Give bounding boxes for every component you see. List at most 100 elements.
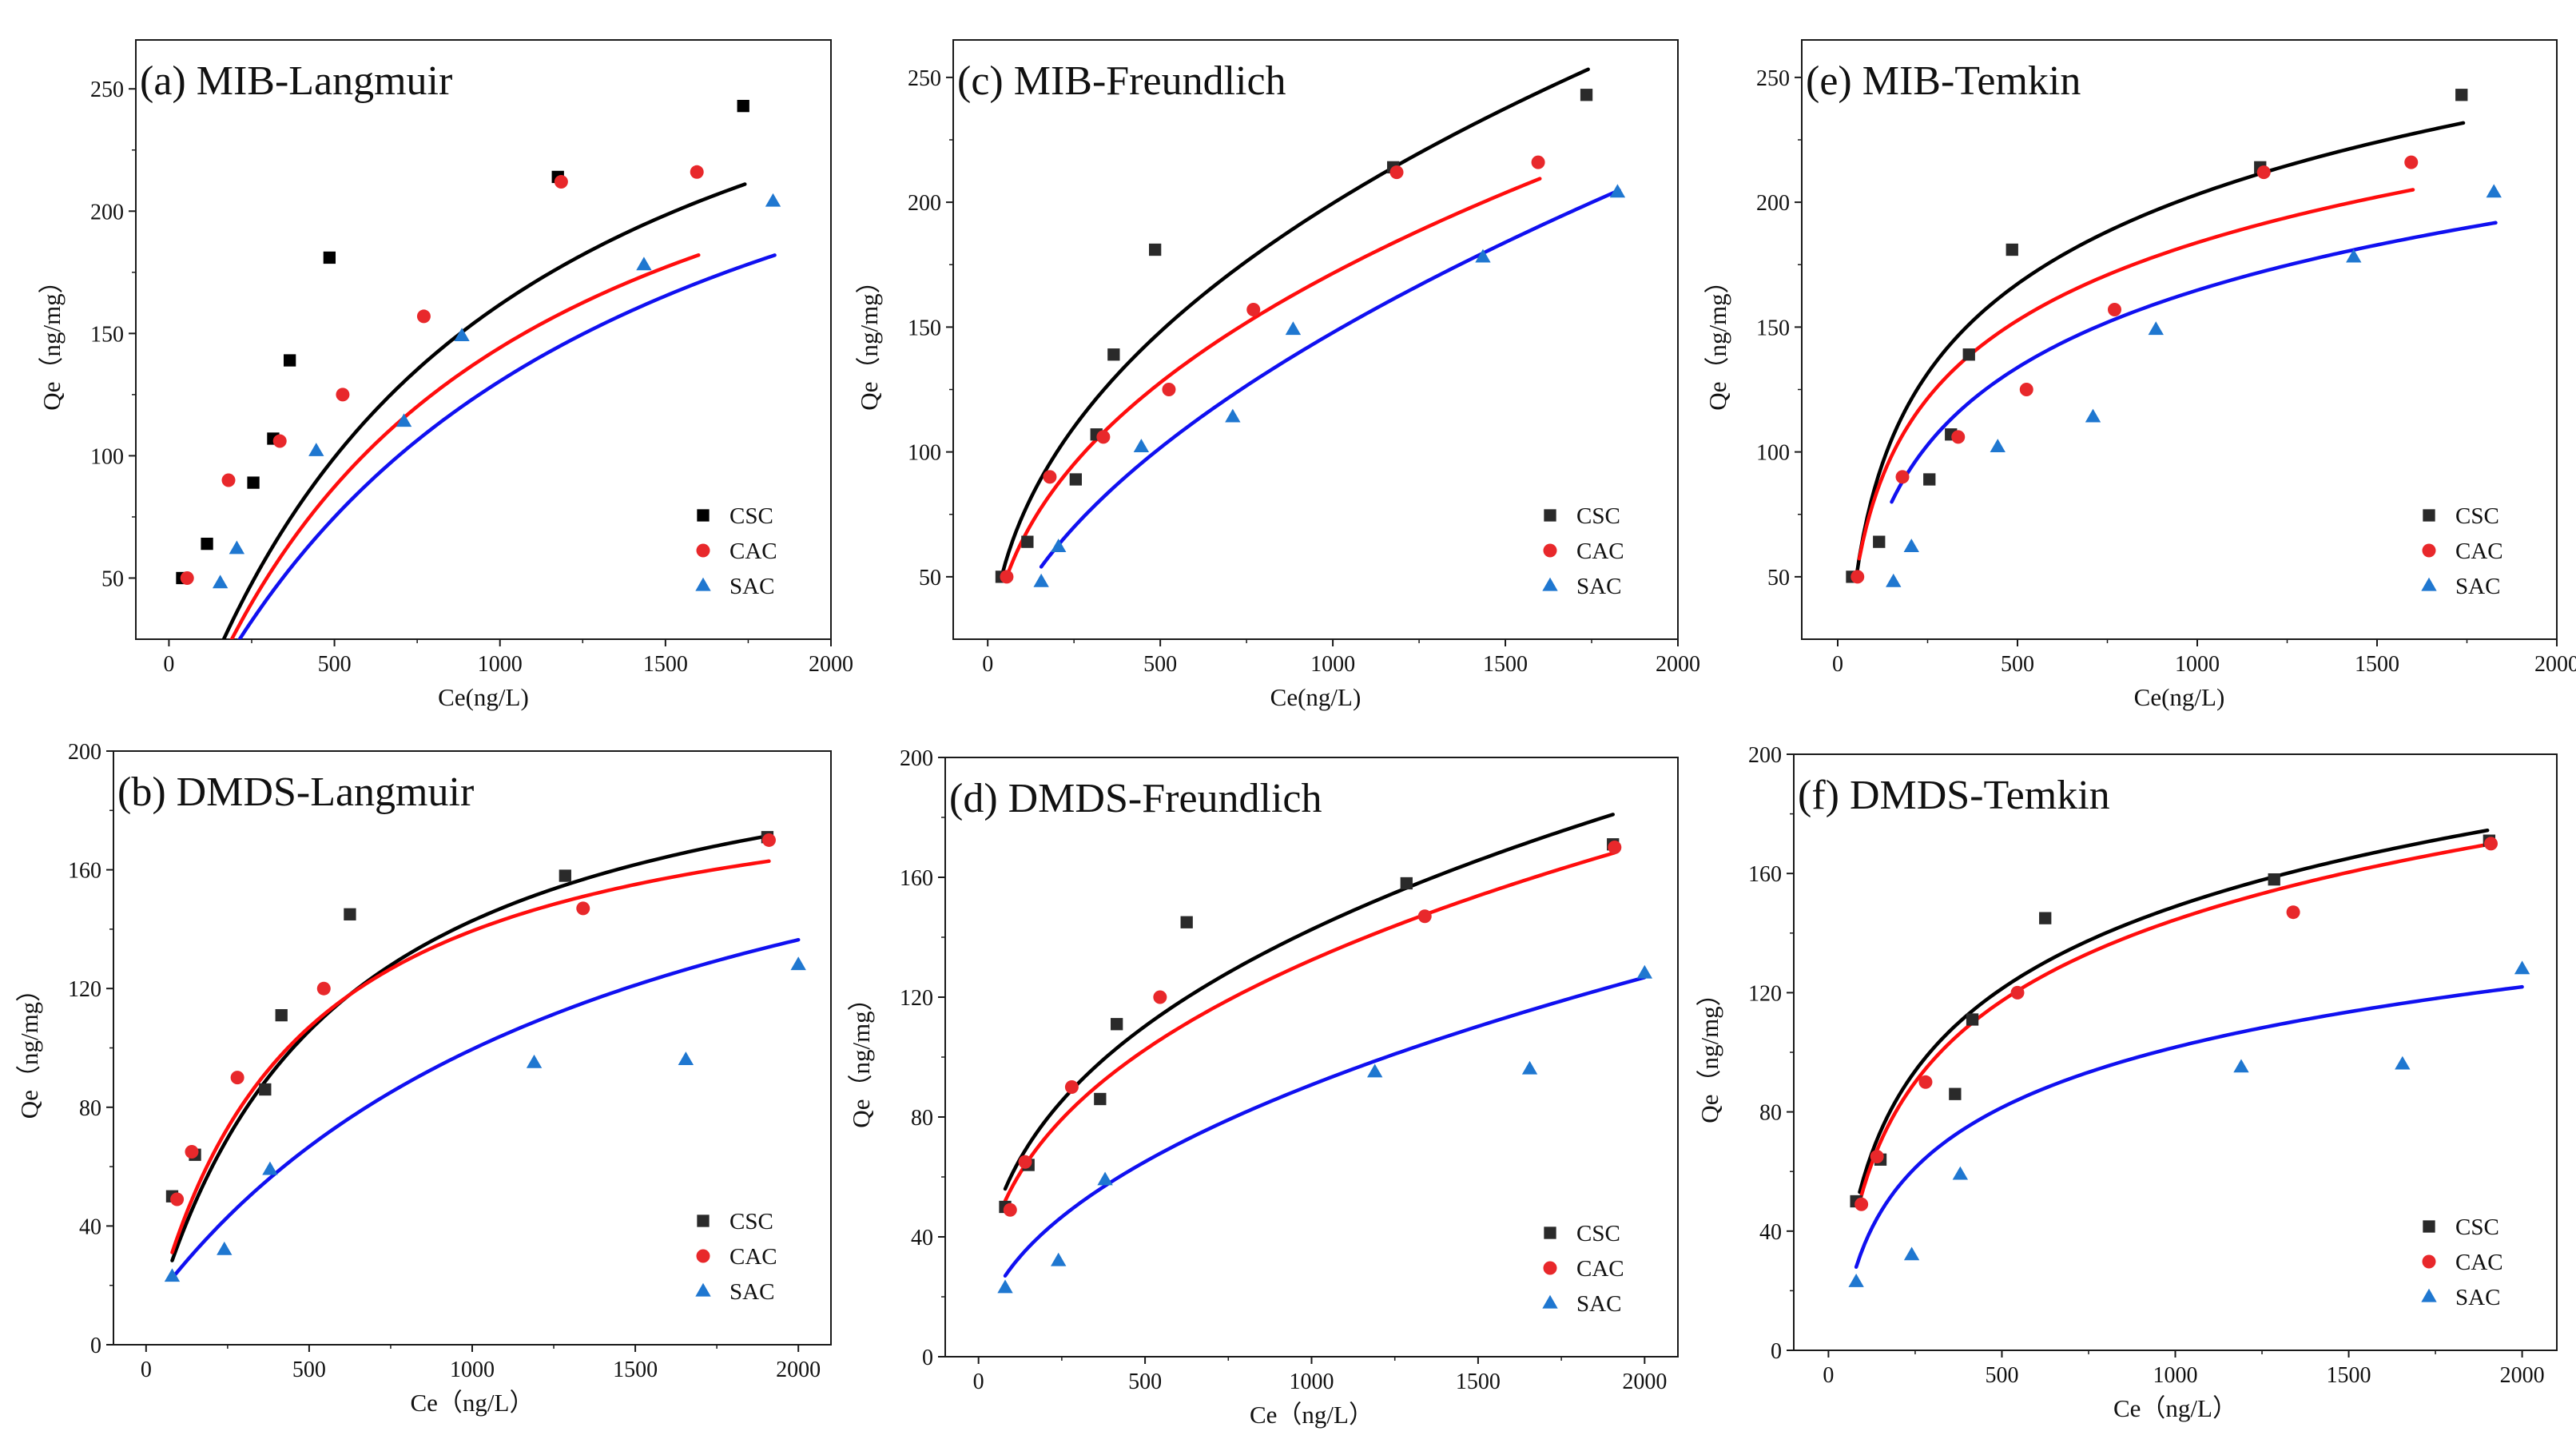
x-tick-label: 2000 <box>2534 652 2576 677</box>
point-csc <box>2006 243 2018 256</box>
point-sac <box>308 443 324 456</box>
plot-frame <box>1801 39 2558 640</box>
point-sac <box>1886 573 1902 587</box>
x-tick-label: 0 <box>141 1358 152 1382</box>
y-tick-label: 50 <box>101 566 124 591</box>
point-cac <box>1064 1080 1079 1094</box>
x-tick-label: 0 <box>1823 1363 1834 1388</box>
point-sac <box>396 413 412 427</box>
point-cac <box>221 473 236 487</box>
legend-label-csc: CSC <box>1576 1221 1620 1246</box>
fit-curve-cac <box>229 253 701 639</box>
panel-title: (f) DMDS-Temkin <box>1798 773 2110 818</box>
panel-d: 0 500 1000 1500 2000 0 40 80 120 160 200 Ce（ng/L） Qe… <box>847 746 1679 1429</box>
point-csc <box>1962 348 1975 361</box>
x-tick-label: 2000 <box>2500 1363 2545 1388</box>
point-cac <box>690 165 704 179</box>
y-tick-label: 200 <box>90 200 124 225</box>
x-tick-label: 1000 <box>478 652 523 677</box>
point-cac <box>1951 430 1966 444</box>
plot-frame <box>952 39 1679 640</box>
point-cac <box>761 833 776 847</box>
legend-marker-cac <box>2422 543 2436 558</box>
point-cac <box>1162 383 1176 396</box>
point-cac <box>1531 155 1545 169</box>
y-tick-label: 250 <box>1756 66 1790 91</box>
fit-curves <box>1003 813 1647 1278</box>
legend-label-csc: CSC <box>2455 1214 2499 1240</box>
x-axis-title: Ce(ng/L) <box>1270 683 1362 711</box>
x-tick-label: 500 <box>318 652 352 677</box>
point-sac <box>1097 1171 1113 1186</box>
x-tick-label: 500 <box>1985 1363 2018 1388</box>
point-cac <box>1918 1075 1933 1089</box>
legend-marker-sac <box>1542 577 1558 591</box>
legend-marker-csc <box>2423 1220 2435 1233</box>
point-sac <box>1285 321 1302 336</box>
point-cac <box>2010 985 2025 1000</box>
y-tick-label: 120 <box>900 986 933 1011</box>
x-axis-title: Ce（ng/L） <box>2113 1394 2237 1422</box>
point-sac <box>164 1268 181 1282</box>
fit-curves <box>1854 828 2524 1269</box>
y-tick-label: 250 <box>908 66 941 91</box>
x-axis-title: Ce（ng/L） <box>411 1389 535 1417</box>
legend-marker-csc <box>1544 1226 1556 1239</box>
point-cac <box>1003 1203 1017 1217</box>
y-tick-label: 250 <box>90 78 124 102</box>
legend-marker-cac <box>696 543 710 558</box>
legend-marker-sac <box>695 1282 711 1297</box>
fit-curves <box>221 182 777 639</box>
point-csc <box>275 1008 288 1022</box>
legend-label-cac: CAC <box>2455 1250 2503 1275</box>
x-axis-title: Ce(ng/L) <box>438 683 529 711</box>
legend-marker-cac <box>696 1249 710 1263</box>
legend-label-cac: CAC <box>1576 539 1624 564</box>
x-tick-label: 1500 <box>2327 1363 2371 1388</box>
point-sac <box>1051 1252 1067 1266</box>
y-tick-label: 160 <box>1748 862 1782 887</box>
point-cac <box>2256 165 2271 180</box>
legend-label-csc: CSC <box>729 1209 773 1234</box>
panel-b: 0 500 1000 1500 2000 0 40 80 120 160 200 Ce（ng/L） Qe… <box>15 740 832 1417</box>
y-tick-label: 100 <box>908 441 941 466</box>
legend-label-sac: SAC <box>2455 1285 2500 1310</box>
plot-frame <box>135 39 832 640</box>
y-tick-label: 40 <box>1759 1220 1782 1245</box>
point-sac <box>1225 408 1241 423</box>
point-sac <box>2346 248 2362 263</box>
point-csc <box>559 869 571 882</box>
y-tick-label: 150 <box>90 322 124 347</box>
point-csc <box>1966 1013 1979 1026</box>
x-tick-label: 0 <box>982 652 993 677</box>
legend-marker-csc <box>2423 509 2435 522</box>
point-cac <box>1018 1155 1032 1169</box>
point-cac <box>272 434 287 448</box>
point-sac <box>1903 1246 1920 1261</box>
y-axis-title: Qe（ng/mg） <box>847 986 875 1127</box>
legend-marker-cac <box>1543 543 1557 558</box>
point-sac <box>1903 539 1919 553</box>
point-cac <box>2484 837 2498 851</box>
point-cac <box>1895 470 1910 484</box>
x-tick-label: 2000 <box>1622 1369 1667 1394</box>
y-tick-label: 150 <box>1756 316 1790 340</box>
point-csc <box>323 251 336 264</box>
legend-marker-cac <box>2422 1254 2436 1269</box>
legend-marker-cac <box>1543 1261 1557 1275</box>
point-sac <box>1609 184 1626 198</box>
point-sac <box>1367 1063 1383 1078</box>
fit-curve-sac <box>1854 984 2524 1269</box>
point-csc <box>2455 89 2468 101</box>
legend-label-sac: SAC <box>1576 1291 1621 1317</box>
panel-title: (c) MIB-Freundlich <box>957 58 1286 104</box>
point-csc <box>1873 535 1886 548</box>
x-tick-label: 1500 <box>643 652 688 677</box>
y-tick-label: 40 <box>911 1226 933 1250</box>
point-sac <box>678 1051 694 1065</box>
point-sac <box>1475 248 1491 263</box>
panel-e: 0 500 1000 1500 2000 50 100 150 200 250 Ce(ng/L) Qe… <box>1703 39 2576 711</box>
point-cac <box>230 1071 244 1085</box>
